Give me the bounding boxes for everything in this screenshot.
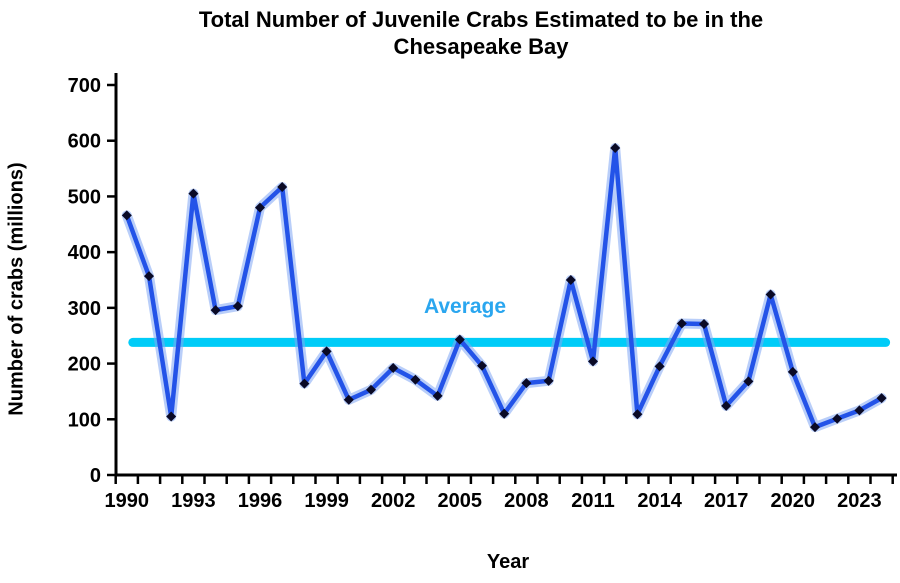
data-point-2024 [876, 393, 887, 404]
data-point-1992 [166, 411, 177, 422]
data-point-1994 [210, 305, 221, 316]
y-tick-label: 500 [68, 186, 101, 208]
data-point-1999 [321, 346, 332, 357]
data-point-1993 [188, 188, 199, 199]
x-tick-label: 2011 [571, 490, 614, 512]
data-point-2022 [832, 413, 843, 424]
data-point-2005 [454, 334, 465, 345]
x-tick-label: 2014 [637, 490, 682, 512]
data-point-2006 [477, 360, 487, 371]
data-point-1996 [255, 202, 265, 213]
data-point-2002 [388, 363, 399, 374]
data-point-2016 [699, 319, 709, 330]
chart-title-line1: Total Number of Juvenile Crabs Estimated… [198, 7, 764, 32]
x-tick-label: 1999 [304, 490, 349, 512]
chart-title-line2: Chesapeake Bay [393, 34, 569, 59]
y-tick-label: 700 [68, 75, 101, 97]
data-point-2018 [743, 376, 754, 387]
data-point-2000 [343, 394, 354, 405]
data-point-2017 [721, 400, 732, 411]
x-tick-label: 1993 [171, 490, 216, 512]
y-tick-label: 400 [68, 242, 101, 264]
chart-title: Total Number of Juvenile Crabs Estimated… [199, 6, 763, 60]
x-tick-label: 2002 [371, 490, 416, 512]
data-point-2001 [366, 384, 376, 395]
y-tick-label: 200 [68, 354, 101, 376]
data-point-1997 [277, 181, 288, 192]
data-point-2015 [676, 318, 687, 329]
data-point-2013 [632, 409, 643, 420]
x-tick-label: 2020 [771, 490, 816, 512]
data-point-2020 [787, 366, 798, 377]
x-axis-title: Year [486, 551, 530, 573]
data-point-2023 [854, 405, 865, 416]
data-point-2021 [810, 422, 820, 433]
x-tick-label: 2017 [704, 490, 749, 512]
data-point-2012 [610, 142, 621, 153]
x-tick-label: 2023 [837, 490, 882, 512]
data-point-1991 [144, 271, 154, 282]
series-line [124, 145, 884, 430]
y-tick-label: 100 [68, 409, 101, 431]
data-point-1995 [232, 301, 243, 312]
data-point-2010 [565, 275, 576, 285]
x-tick-label: 2008 [504, 490, 549, 512]
average-label: Average [423, 295, 507, 318]
y-tick-label: 600 [68, 131, 101, 153]
y-tick-label: 300 [68, 298, 101, 320]
y-tick-label: 0 [90, 465, 101, 487]
data-point-2007 [499, 408, 510, 419]
data-point-1990 [121, 210, 132, 221]
data-point-2019 [765, 289, 776, 300]
data-point-2008 [521, 378, 532, 389]
data-point-2009 [543, 375, 554, 386]
x-tick-label: 1996 [238, 490, 283, 512]
x-tick-label: 2005 [438, 490, 483, 512]
data-point-2011 [588, 356, 598, 367]
data-point-2014 [654, 361, 665, 372]
data-point-2004 [432, 390, 443, 401]
x-tick-label: 1990 [105, 490, 150, 512]
data-point-2003 [410, 374, 421, 385]
data-point-1998 [299, 378, 310, 389]
